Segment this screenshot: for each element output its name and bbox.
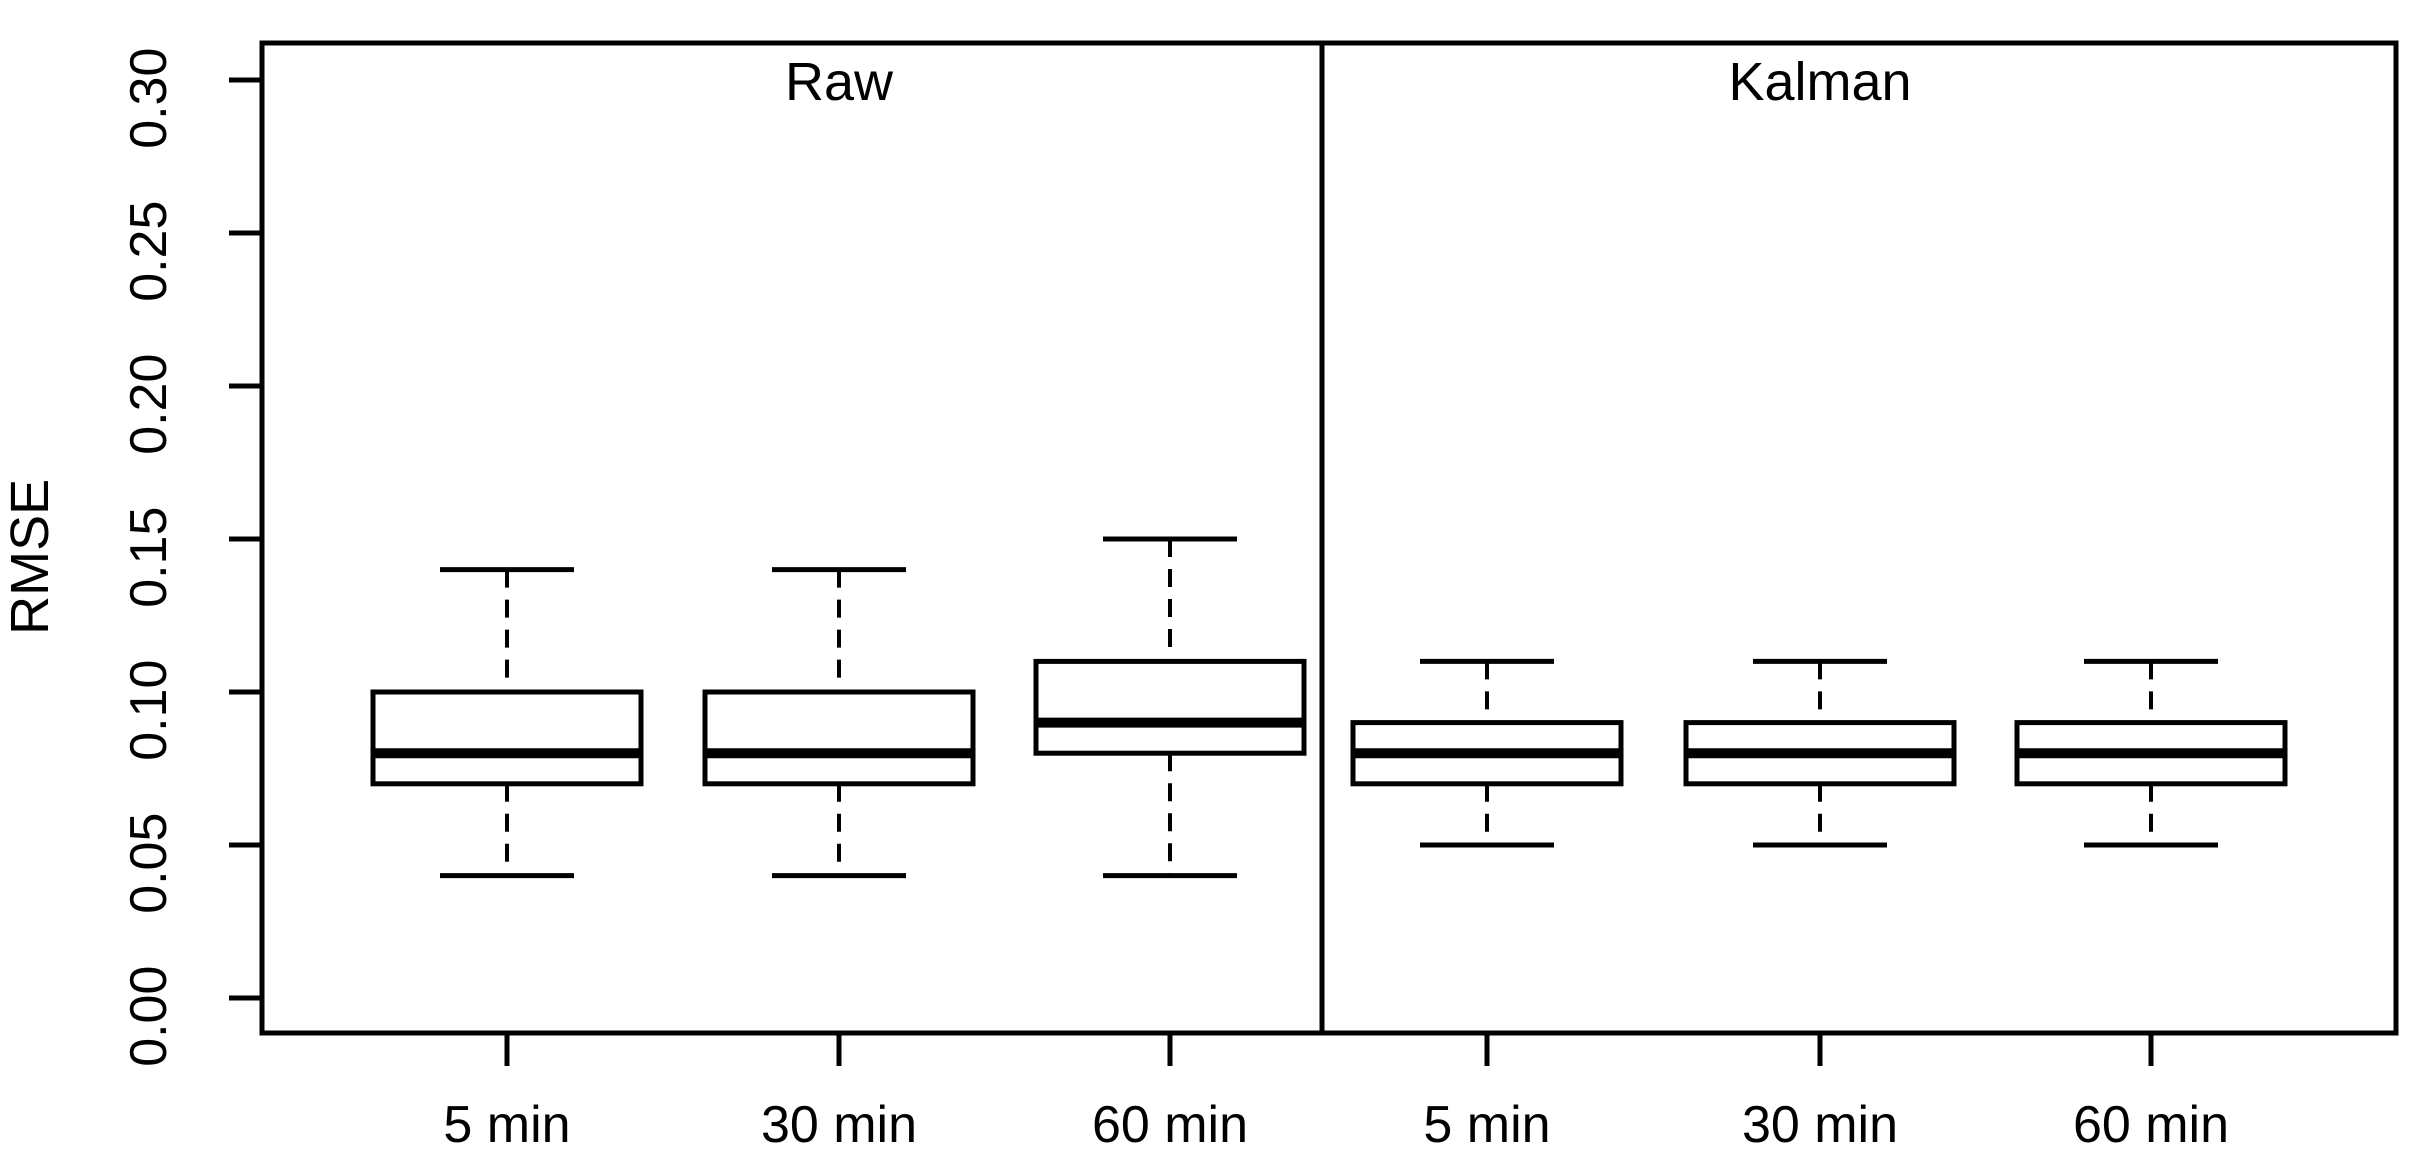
panel-label-kalman: Kalman xyxy=(1728,52,1911,112)
box-iqr xyxy=(1033,658,1307,756)
x-tick-label: 60 min xyxy=(1092,1096,1248,1154)
y-tick-label: 0.25 xyxy=(120,201,178,302)
y-axis-label: RMSE xyxy=(0,479,60,635)
panel-label-raw: Raw xyxy=(785,52,894,112)
x-tick-label: 30 min xyxy=(1742,1096,1898,1154)
x-tick-label: 5 min xyxy=(443,1096,570,1154)
x-tick-label: 30 min xyxy=(761,1096,917,1154)
y-tick-label: 0.05 xyxy=(120,813,178,914)
box-iqr xyxy=(370,689,644,787)
x-tick-label: 5 min xyxy=(1423,1096,1550,1154)
box-iqr xyxy=(702,689,976,787)
y-tick-label: 0.10 xyxy=(120,660,178,761)
x-tick-label: 60 min xyxy=(2073,1096,2229,1154)
y-tick-label: 0.15 xyxy=(120,507,178,608)
y-tick-label: 0.00 xyxy=(120,966,178,1067)
y-tick-label: 0.20 xyxy=(120,354,178,455)
y-tick-label: 0.30 xyxy=(120,48,178,149)
